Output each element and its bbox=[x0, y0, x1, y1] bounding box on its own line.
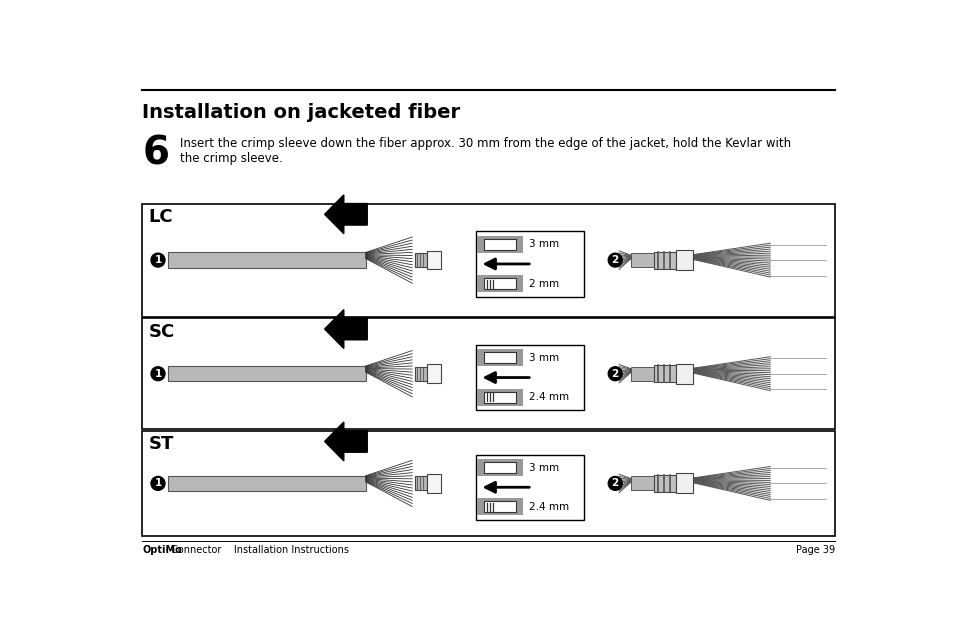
Text: 3 mm: 3 mm bbox=[529, 463, 558, 473]
Bar bbox=[484, 352, 516, 363]
Bar bbox=[415, 366, 427, 381]
Bar bbox=[484, 501, 516, 512]
Text: LC: LC bbox=[149, 208, 173, 226]
Bar bbox=[675, 250, 692, 270]
Circle shape bbox=[151, 253, 165, 267]
Circle shape bbox=[608, 366, 621, 381]
Polygon shape bbox=[324, 310, 367, 349]
Bar bbox=[630, 253, 654, 267]
Bar bbox=[427, 474, 440, 493]
Bar bbox=[427, 365, 440, 383]
Polygon shape bbox=[324, 422, 367, 461]
Text: Installation on jacketed fiber: Installation on jacketed fiber bbox=[142, 103, 460, 122]
Bar bbox=[476, 236, 522, 253]
Text: Page 39: Page 39 bbox=[796, 546, 835, 556]
Text: SC: SC bbox=[149, 323, 174, 341]
Circle shape bbox=[608, 476, 621, 490]
Bar bbox=[476, 275, 522, 292]
Bar bbox=[142, 431, 835, 536]
Text: ST: ST bbox=[149, 435, 173, 453]
Bar bbox=[675, 473, 692, 493]
Text: 2: 2 bbox=[611, 478, 618, 488]
Bar bbox=[630, 366, 654, 381]
Bar bbox=[142, 318, 835, 429]
Bar bbox=[476, 345, 583, 410]
Bar bbox=[476, 349, 522, 366]
Bar bbox=[415, 476, 427, 490]
Text: OptiMo: OptiMo bbox=[142, 546, 182, 556]
Bar bbox=[476, 389, 522, 405]
Bar bbox=[476, 455, 583, 520]
Text: 3 mm: 3 mm bbox=[529, 353, 558, 363]
Bar bbox=[484, 392, 516, 403]
Bar bbox=[476, 499, 522, 515]
Text: 2.4 mm: 2.4 mm bbox=[529, 392, 569, 402]
Text: 2: 2 bbox=[611, 369, 618, 379]
Bar bbox=[630, 476, 654, 490]
Bar bbox=[654, 475, 675, 492]
Bar bbox=[675, 363, 692, 384]
Text: 2: 2 bbox=[611, 255, 618, 265]
Bar bbox=[142, 203, 835, 316]
Bar bbox=[168, 366, 365, 381]
Text: 1: 1 bbox=[154, 478, 161, 488]
Bar bbox=[484, 462, 516, 473]
Bar bbox=[168, 252, 365, 268]
Text: 1: 1 bbox=[154, 255, 161, 265]
Text: Insert the crimp sleeve down the fiber approx. 30 mm from the edge of the jacket: Insert the crimp sleeve down the fiber a… bbox=[179, 137, 790, 165]
Polygon shape bbox=[324, 195, 367, 234]
Circle shape bbox=[151, 476, 165, 490]
Bar bbox=[484, 239, 516, 250]
Circle shape bbox=[608, 253, 621, 267]
Bar bbox=[654, 365, 675, 382]
Bar bbox=[168, 476, 365, 491]
Circle shape bbox=[151, 366, 165, 381]
Text: 3 mm: 3 mm bbox=[529, 239, 558, 249]
Bar bbox=[476, 459, 522, 476]
Bar bbox=[654, 252, 675, 269]
Bar bbox=[476, 231, 583, 297]
Bar bbox=[415, 253, 427, 267]
Bar bbox=[484, 278, 516, 289]
Text: 2.4 mm: 2.4 mm bbox=[529, 502, 569, 512]
Text: 6: 6 bbox=[142, 134, 170, 172]
Text: 1: 1 bbox=[154, 369, 161, 379]
Text: 2 mm: 2 mm bbox=[529, 279, 558, 289]
Text: Connector    Installation Instructions: Connector Installation Instructions bbox=[168, 546, 349, 556]
Bar bbox=[427, 251, 440, 269]
